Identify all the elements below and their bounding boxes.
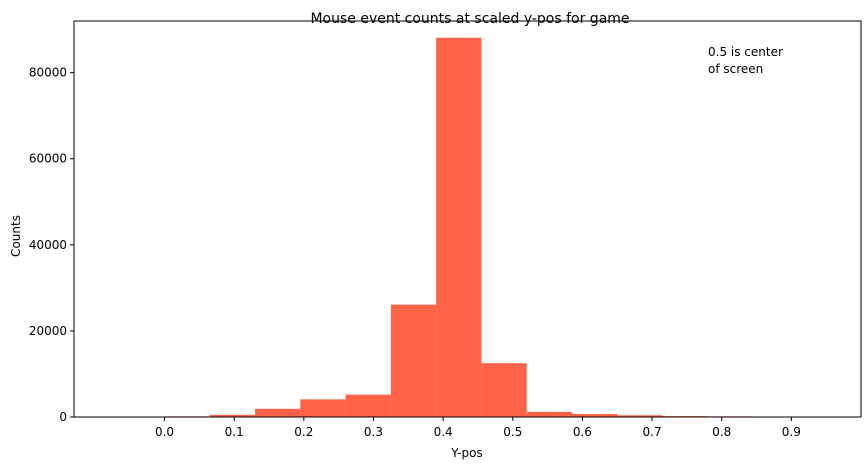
chart-title: Mouse event counts at scaled y-pos for g… — [310, 11, 629, 27]
x-tick-label: 0.0 — [155, 425, 174, 439]
histogram-bar — [481, 363, 527, 417]
histogram-bar — [390, 304, 437, 417]
y-tick-label: 80000 — [29, 66, 67, 80]
histogram-bar — [617, 415, 663, 417]
plot-frame — [73, 20, 862, 418]
histogram-bar — [345, 394, 391, 417]
x-axis-ticks: 0.0 0.1 0.2 0.3 0.4 0.5 0.6 0.7 0.8 0.9 — [155, 417, 801, 439]
histogram-bar — [300, 399, 346, 417]
x-tick-label: 0.7 — [643, 425, 662, 439]
y-tick-label: 0 — [59, 410, 67, 424]
x-tick-label: 0.3 — [364, 425, 383, 439]
y-axis-ticks: 0 20000 40000 60000 80000 — [29, 66, 74, 424]
x-tick-label: 0.8 — [712, 425, 731, 439]
histogram-bar — [526, 411, 572, 417]
y-tick-label: 60000 — [29, 152, 67, 166]
histogram-bar — [255, 408, 301, 417]
annotation-line-1: 0.5 is center — [708, 45, 783, 59]
x-axis-label: Y-pos — [450, 446, 482, 460]
y-tick-label: 20000 — [29, 324, 67, 338]
histogram-bar — [209, 414, 256, 417]
histogram-bar — [571, 413, 618, 417]
x-tick-label: 0.5 — [503, 425, 522, 439]
x-tick-label: 0.9 — [782, 425, 801, 439]
y-axis-label: Counts — [9, 215, 23, 257]
annotation-line-2: of screen — [708, 62, 763, 76]
x-tick-label: 0.6 — [573, 425, 592, 439]
histogram-bar — [436, 37, 482, 417]
x-tick-label: 0.1 — [225, 425, 244, 439]
x-tick-label: 0.4 — [434, 425, 453, 439]
y-tick-label: 40000 — [29, 238, 67, 252]
bars-group — [164, 37, 754, 417]
x-tick-label: 0.2 — [294, 425, 313, 439]
